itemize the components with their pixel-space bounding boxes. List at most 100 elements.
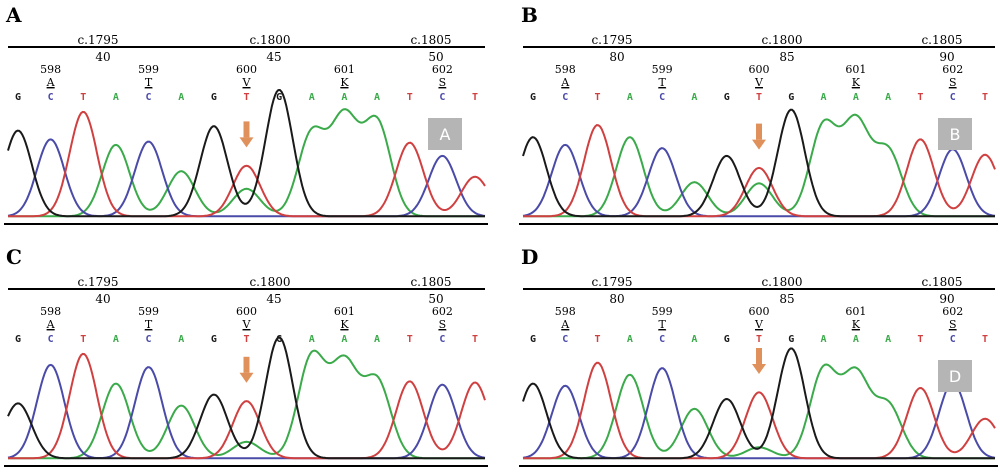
amino-acid-letter: T [658,76,666,89]
base-call: A [341,92,347,103]
codon-number: 600 [749,63,770,76]
panel-badge-text: B [950,125,961,144]
codon-number: 599 [652,63,673,76]
base-call: A [341,334,347,345]
panel-letter: B [521,3,538,27]
base-call: A [853,334,859,345]
panel-badge [938,360,972,392]
base-call: T [243,334,249,345]
base-call: T [917,92,923,103]
ruler-index-label: 80 [609,50,624,64]
arrow-shaft [243,356,250,373]
codon-number: 601 [334,63,355,76]
panel-badge [428,118,462,150]
base-call: A [178,92,184,103]
codon-number: 598 [40,63,61,76]
base-call: G [724,92,730,103]
codon-number: 598 [40,305,61,318]
mutation-arrow-icon [752,139,766,150]
trace-t [523,124,996,218]
trace-t [523,361,996,460]
base-call: G [530,92,536,103]
base-call: C [950,92,956,103]
base-call: G [276,334,282,345]
ruler-index-label: 80 [609,292,624,306]
ruler-position-label: c.1800 [761,275,802,289]
base-call: T [407,92,413,103]
codon-number: 598 [555,63,576,76]
base-call: C [48,92,54,103]
base-call: T [472,92,478,103]
amino-acid-letter: S [949,318,957,331]
trace-t [8,110,486,218]
ruler-index-label: 45 [266,50,281,64]
trace-a [8,108,485,218]
ruler-position-label: c.1805 [921,275,962,289]
codon-number: 599 [138,63,159,76]
trace-a [8,349,485,460]
base-call: A [113,334,119,345]
trace-c [522,143,996,218]
base-call: A [113,92,119,103]
codon-number: 600 [236,63,257,76]
ruler-index-label: 45 [266,292,281,306]
trace-a [523,363,995,460]
arrow-shaft [756,348,762,364]
amino-acid-letter: K [852,318,861,331]
base-call: C [146,92,152,103]
base-call: C [562,334,568,345]
base-call: G [211,334,217,345]
ruler-position-label: c.1800 [249,33,290,47]
amino-acid-letter: A [560,76,570,89]
base-call: A [821,334,827,345]
ruler-index-label: 40 [95,50,110,64]
base-call: G [211,92,217,103]
trace-g [7,88,485,218]
base-call: T [917,334,923,345]
base-call: G [724,334,730,345]
panel-badge [938,118,972,150]
amino-acid-letter: A [46,318,56,331]
ruler-position-label: c.1795 [591,33,632,47]
codon-number: 601 [845,63,866,76]
amino-acid-letter: K [340,76,349,89]
amino-acid-letter: T [145,76,153,89]
base-call: G [15,334,21,345]
base-call: G [788,92,794,103]
base-call: T [472,334,478,345]
trace-a [523,113,995,218]
codon-number: 602 [942,63,963,76]
base-call: T [756,92,762,103]
trace-c [522,367,996,460]
base-call: A [178,334,184,345]
amino-acid-letter: S [439,76,447,89]
codon-number: 602 [942,305,963,318]
trace-g [522,108,995,218]
base-call: G [276,92,282,103]
ruler-index-label: 50 [428,292,443,306]
amino-acid-letter: V [242,76,252,89]
codon-number: 598 [555,305,576,318]
ruler-position-label: c.1795 [591,275,632,289]
amino-acid-letter: T [145,318,153,331]
trace-g [7,336,485,460]
ruler-position-label: c.1795 [77,275,118,289]
ruler-index-label: 85 [779,292,794,306]
panel-letter: C [6,245,22,269]
base-call: A [691,92,697,103]
base-call: A [627,92,633,103]
codon-number: 602 [432,63,453,76]
amino-acid-letter: A [560,318,570,331]
codon-number: 601 [845,305,866,318]
base-call: A [309,92,315,103]
base-call: T [243,92,249,103]
mutation-arrow-icon [239,137,254,148]
panel-badge-text: D [949,367,961,386]
base-call: A [374,334,380,345]
base-call: C [659,92,665,103]
ruler-position-label: c.1800 [761,33,802,47]
amino-acid-letter: K [852,76,861,89]
trace-g [522,347,995,460]
